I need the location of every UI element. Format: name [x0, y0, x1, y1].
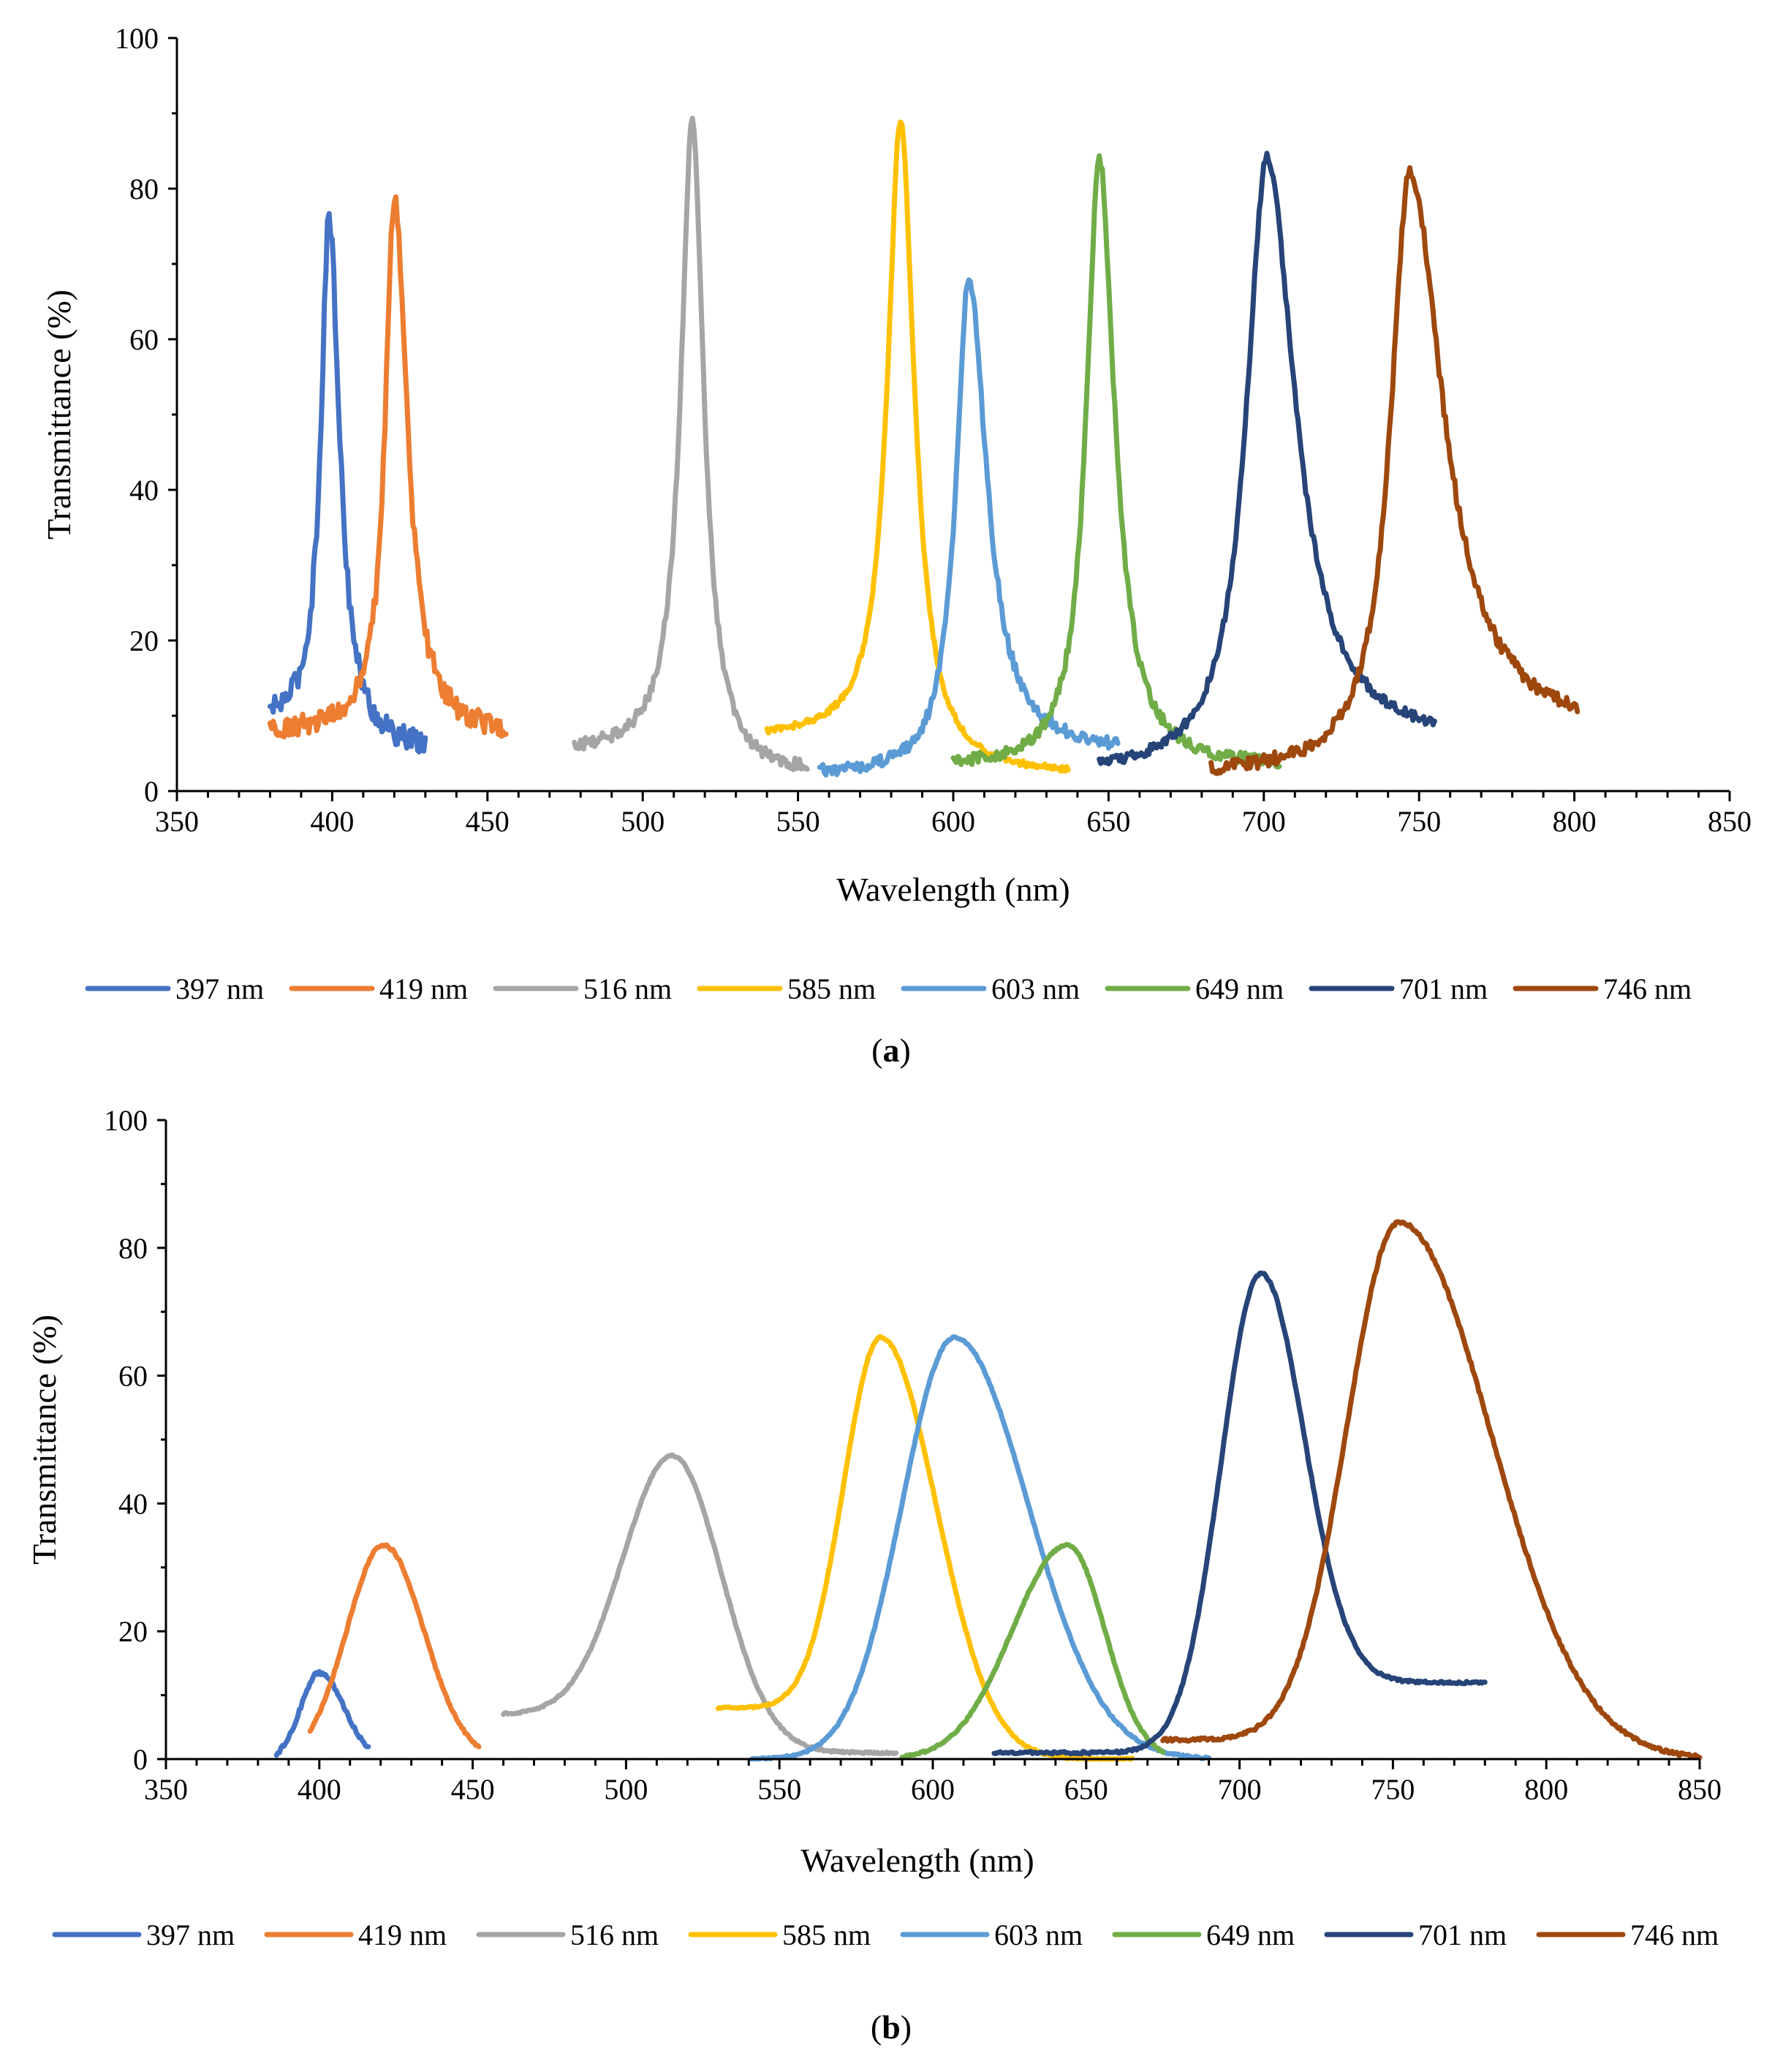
panel-b-y-tick-label: 80 — [118, 1232, 148, 1265]
panel-a-x-tick-label: 600 — [931, 805, 975, 838]
panel-b-x-tick-label: 450 — [451, 1773, 495, 1806]
panel-b-label: (b) — [871, 2008, 912, 2046]
panel-a-x-tick-label: 350 — [155, 805, 199, 838]
panel-b-legend-label: 419 nm — [358, 1918, 447, 1951]
panel-a-series-516-nm-line — [572, 116, 810, 773]
panel-a-legend-label: 516 nm — [583, 972, 672, 1005]
panel-a-label: (a) — [871, 1032, 911, 1069]
panel-b-x-tick-label: 650 — [1064, 1773, 1108, 1806]
panel-b-legend-label: 397 nm — [146, 1918, 235, 1951]
panel-a-series-603-nm-line — [817, 277, 1121, 778]
panel-b-y-tick-label: 20 — [118, 1615, 148, 1648]
panel-b-x-tick-label: 750 — [1371, 1773, 1415, 1806]
panel-a-series-585-nm-line — [764, 119, 1071, 774]
panel-a-chart: 0 20 40 60 80 100 350 400 450 500 550 600 650 700 750… — [40, 22, 1752, 1069]
panel-b-series-701-nm-line — [991, 1270, 1488, 1757]
panel-b-legend-label: 516 nm — [570, 1918, 659, 1951]
panel-b-x-tick-label: 350 — [144, 1773, 188, 1806]
panel-b-y-tick-label: 60 — [118, 1360, 148, 1393]
panel-a-x-tick-label: 750 — [1397, 805, 1441, 838]
panel-b-x-axis-title: Wavelength (nm) — [800, 1842, 1034, 1879]
panel-b-x-tick-label: 550 — [757, 1773, 801, 1806]
panel-b-x-ticks: 350 400 450 500 550 600 650 700 750 800 850 — [144, 1759, 1722, 1806]
panel-a-y-tick-label: 60 — [129, 323, 159, 356]
panel-a-series-group — [267, 116, 1581, 778]
panel-b-y-tick-label: 0 — [133, 1743, 148, 1776]
panel-a-x-tick-label: 400 — [310, 805, 354, 838]
panel-a-letter: a — [883, 1032, 900, 1069]
panel-a-x-tick-label: 550 — [776, 805, 820, 838]
panel-b-letter: b — [882, 2008, 901, 2046]
panel-b-series-397-nm-line — [273, 1668, 371, 1758]
panel-a-x-tick-label: 800 — [1553, 805, 1597, 838]
panel-a-legend-label: 649 nm — [1195, 972, 1284, 1005]
panel-a-series-397-nm-line — [267, 211, 428, 755]
panel-a-legend-label: 397 nm — [175, 972, 264, 1005]
panel-a-legend-label: 419 nm — [379, 972, 468, 1005]
panel-a-y-tick-label: 40 — [129, 474, 159, 507]
panel-a-x-tick-label: 700 — [1242, 805, 1286, 838]
panel-b-series-649-nm-line — [899, 1542, 1166, 1760]
panel-a-y-tick-label: 100 — [115, 22, 159, 55]
panel-b-x-tick-label: 500 — [604, 1773, 648, 1806]
panel-b-y-tick-label: 40 — [118, 1487, 148, 1520]
panel-a-y-tick-label: 80 — [129, 173, 159, 205]
panel-b-series-group — [273, 1219, 1703, 1762]
panel-b-x-tick-label: 600 — [911, 1773, 955, 1806]
panel-a-y-tick-label: 20 — [129, 624, 159, 657]
panel-b-legend-label: 585 nm — [782, 1918, 871, 1951]
panel-a-y-ticks: 0 20 40 60 80 100 — [115, 22, 177, 808]
panel-b-x-tick-label: 700 — [1218, 1773, 1262, 1806]
panel-a-x-tick-label: 650 — [1086, 805, 1130, 838]
panel-b-chart: 0 20 40 60 80 100 350 400 450 500 550 600 650 700 750… — [26, 1104, 1722, 2046]
panel-b-x-tick-label: 800 — [1524, 1773, 1568, 1806]
panel-a-series-701-nm-line — [1097, 151, 1437, 767]
panel-a-series-649-nm-line — [950, 153, 1282, 770]
panel-b-series-516-nm-line — [501, 1452, 899, 1756]
panel-b-legend-label: 603 nm — [994, 1918, 1083, 1951]
panel-b-legend-label: 649 nm — [1206, 1918, 1295, 1951]
panel-a-legend-label: 585 nm — [787, 972, 876, 1005]
panel-a-series-419-nm-line — [267, 194, 509, 740]
panel-a-x-tick-label: 850 — [1708, 805, 1752, 838]
panel-b-x-tick-label: 850 — [1678, 1773, 1722, 1806]
panel-a-x-tick-label: 500 — [621, 805, 665, 838]
panel-a-x-axis-title: Wavelength (nm) — [836, 871, 1070, 908]
panel-b-y-ticks: 0 20 40 60 80 100 — [104, 1104, 166, 1776]
panel-a-legend: 397 nm 419 nm 516 nm 585 nm 603 nm 649 nm 701 … — [85, 972, 1692, 1005]
panel-b-legend: 397 nm 419 nm 516 nm 585 nm 603 nm 649 nm 701 … — [52, 1918, 1719, 1951]
panel-b-x-tick-label: 400 — [298, 1773, 341, 1806]
panel-b-series-746-nm-line — [1160, 1219, 1703, 1761]
panel-b-y-tick-label: 100 — [104, 1104, 148, 1137]
panel-b-y-axis-title: Transmittance (%) — [26, 1315, 63, 1565]
panel-a-x-tick-label: 450 — [466, 805, 510, 838]
panel-b-series-603-nm-line — [749, 1334, 1212, 1762]
panel-a-series-746-nm-line — [1208, 165, 1581, 776]
panel-a-legend-label: 746 nm — [1603, 972, 1692, 1005]
panel-b-series-419-nm-line — [307, 1542, 482, 1750]
panel-a-x-ticks: 350 400 450 500 550 600 650 700 750 800 850 — [155, 791, 1752, 838]
panel-a-legend-label: 603 nm — [991, 972, 1080, 1005]
panel-a-legend-label: 701 nm — [1399, 972, 1488, 1005]
panel-b-legend-label: 746 nm — [1630, 1918, 1719, 1951]
panel-a-y-tick-label: 0 — [144, 775, 159, 808]
panel-b-series-585-nm-line — [715, 1334, 1135, 1762]
panel-a-y-axis-title: Transmittance (%) — [40, 290, 77, 540]
panel-b-legend-label: 701 nm — [1418, 1918, 1507, 1951]
